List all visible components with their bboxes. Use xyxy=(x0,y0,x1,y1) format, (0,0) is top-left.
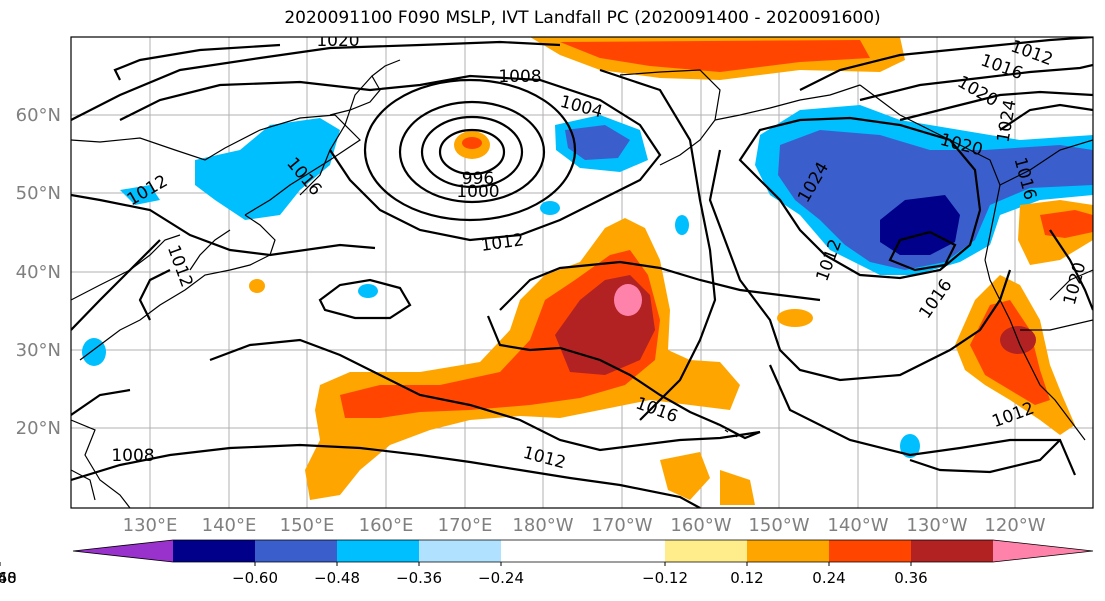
lon-label: 180°W xyxy=(512,515,573,536)
lat-label: 50°N xyxy=(16,183,61,204)
colorbar-segment xyxy=(173,540,256,562)
lon-label: 170°W xyxy=(591,515,652,536)
colorbar-tick-label: −0.60 xyxy=(232,569,278,587)
lat-axis: 60°N 50°N 40°N 30°N 20°N xyxy=(16,105,61,439)
colorbar: −0.60 −0.48 −0.36 −0.24 −0.12 0.12 0.24 0.36 0.4… xyxy=(0,539,1094,587)
lat-label: 40°N xyxy=(16,262,61,283)
colorbar-tick-label: −0.12 xyxy=(642,569,688,587)
colorbar-extend-right xyxy=(993,540,1093,562)
colorbar-segment xyxy=(747,540,830,562)
lon-label: 130°W xyxy=(906,515,967,536)
lat-label: 20°N xyxy=(16,418,61,439)
contour-label: 1008 xyxy=(111,446,154,466)
colorbar-segment xyxy=(665,540,748,562)
lon-label: 130°E xyxy=(123,515,178,536)
colorbar-tick-label: 0.36 xyxy=(894,569,927,587)
contour-label: 1020 xyxy=(316,31,359,51)
lon-label: 150°E xyxy=(280,515,335,536)
lon-axis: 130°E 140°E 150°E 160°E 170°E 180°W 170°… xyxy=(123,515,1046,536)
coastlines xyxy=(71,59,1093,508)
map-plot-area: 1020 1008 1004 996 1000 1012 1016 1012 1… xyxy=(71,31,1093,508)
colorbar-tick-label: −0.36 xyxy=(396,569,442,587)
colorbar-extend-left xyxy=(73,540,173,562)
colorbar-tick-label: 0.60 xyxy=(0,569,17,587)
lon-label: 150°W xyxy=(748,515,809,536)
colorbar-segment xyxy=(501,540,584,562)
colorbar-tick-label: 0.24 xyxy=(812,569,845,587)
lat-label: 60°N xyxy=(16,105,61,126)
colorbar-tick-label: 0.12 xyxy=(730,569,763,587)
colorbar-segment xyxy=(337,540,420,562)
lon-label: 140°E xyxy=(202,515,257,536)
contour-label: 1000 xyxy=(456,182,499,202)
colorbar-segment xyxy=(255,540,338,562)
colorbar-segment xyxy=(419,540,502,562)
colorbar-tick-label: −0.48 xyxy=(314,569,360,587)
lon-label: 160°E xyxy=(359,515,414,536)
lon-label: 160°W xyxy=(670,515,731,536)
colorbar-segment xyxy=(829,540,912,562)
map-frame xyxy=(70,36,1094,509)
colorbar-tick-label: 0.48 xyxy=(0,569,17,587)
lat-label: 30°N xyxy=(16,340,61,361)
colorbar-segment xyxy=(583,540,666,562)
colorbar-tick-label: −0.24 xyxy=(478,569,524,587)
contour-label: 996 xyxy=(462,169,494,189)
colorbar-segment xyxy=(911,540,994,562)
lon-label: 170°E xyxy=(438,515,493,536)
lon-label: 140°W xyxy=(827,515,888,536)
lon-label: 120°W xyxy=(984,515,1045,536)
colorbar-outline xyxy=(72,539,1094,563)
contour-label: 1008 xyxy=(498,67,541,87)
mslp-contours xyxy=(71,37,1093,508)
map-title: 2020091100 F090 MSLP, IVT Landfall PC (2… xyxy=(284,8,881,28)
